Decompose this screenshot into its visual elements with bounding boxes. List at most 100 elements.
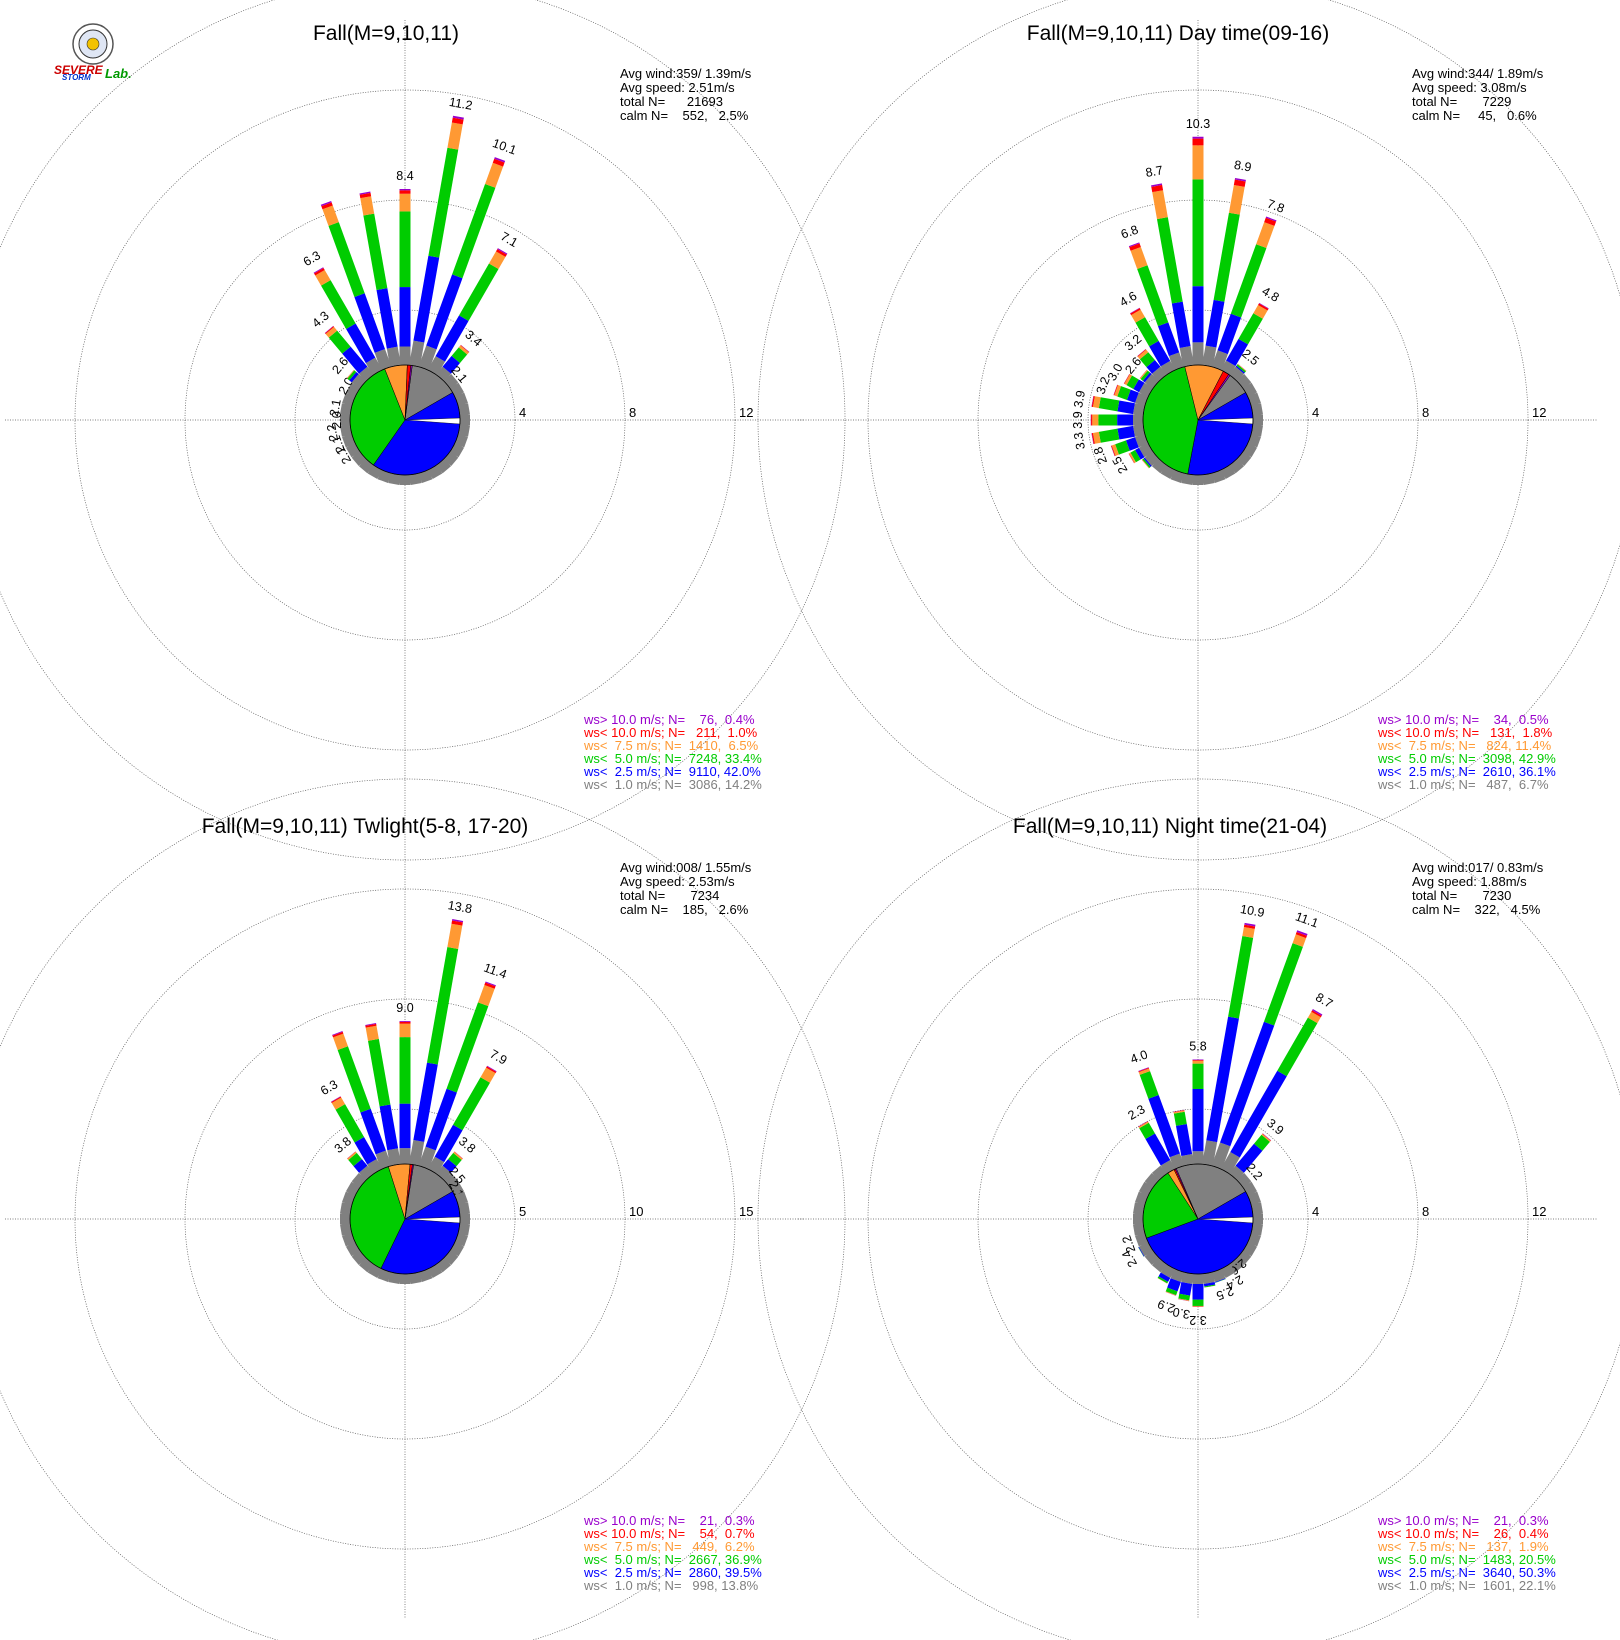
ring-label: 12: [1532, 405, 1546, 420]
bar-value-label: 13.8: [447, 898, 473, 916]
bar-direction-190: [388, 473, 401, 485]
stat-total: total N= 7229: [1412, 94, 1511, 109]
bar-segment-lt1: [375, 1150, 392, 1170]
bar-segment-lt5: [1156, 217, 1183, 304]
bar-segment-lt1: [1170, 469, 1185, 483]
bar-segment-lt5: [459, 263, 499, 321]
bar-segment-lt1: [1247, 392, 1261, 407]
bar-segment-lt5: [1165, 1287, 1178, 1296]
bar-segment-lt25: [1206, 1016, 1239, 1143]
bar-value-label: 6.3: [318, 1077, 340, 1098]
bar-segment-lt25: [1146, 360, 1161, 374]
bar-segment-lt1: [1135, 1191, 1149, 1206]
bar-segment-lt1: [1211, 469, 1226, 483]
bar-segment-lt10: [1113, 384, 1118, 396]
bar-segment-lt5: [1277, 1017, 1318, 1077]
bar-direction-170: [409, 1272, 422, 1284]
bar-segment-gt10: [1138, 1067, 1149, 1072]
bar-segment-lt75: [1137, 349, 1149, 360]
bar-segment-lt75: [447, 122, 463, 150]
bar-segment-lt75: [477, 984, 495, 1007]
bar-segment-lt75: [1192, 1305, 1204, 1307]
bar-segment-lt5: [337, 1046, 371, 1113]
bar-segment-lt1: [1211, 1268, 1226, 1282]
bar-segment-lt5: [348, 1152, 362, 1167]
bar-direction-340: [332, 1031, 392, 1170]
bar-segment-lt25: [1117, 400, 1135, 415]
bar-segment-lt5: [1173, 1111, 1187, 1126]
bar-segment-lt1: [454, 1191, 468, 1206]
bar-value-label: 2.1: [327, 398, 344, 418]
bar-segment-lt75: [1128, 452, 1136, 464]
bar-segment-lt75: [1228, 185, 1245, 215]
bar-segment-lt25: [442, 355, 461, 374]
bar-value-label: 3.4: [462, 327, 484, 349]
bar-segment-lt1: [374, 349, 392, 371]
stat-avg-wind: Avg wind:344/ 1.89m/s: [1412, 66, 1544, 81]
legend-entry-lt75: ws< 7.5 m/s; N= 449, 6.2%: [583, 1539, 755, 1554]
bar-segment-lt75: [315, 269, 331, 286]
bar-value-label: 2.1: [329, 434, 348, 455]
bar-value-label: 2.0: [330, 411, 344, 428]
bar-segment-lt10: [1192, 1060, 1204, 1061]
bar-segment-lt1: [1211, 350, 1228, 371]
bar-direction-320: 3.2: [1122, 332, 1167, 382]
bar-segment-lt5: [1213, 212, 1240, 302]
bar-segment-lt1: [388, 473, 401, 485]
bar-direction-70: [1247, 1191, 1261, 1206]
bar-segment-lt25: [1117, 425, 1135, 440]
legend-entry-lt75: ws< 7.5 m/s; N= 137, 1.9%: [1377, 1539, 1549, 1554]
bar-segment-lt75: [333, 1033, 348, 1050]
bar-segment-lt5: [1238, 313, 1263, 345]
bar-segment-lt1: [399, 475, 411, 485]
bar-segment-lt1: [342, 1232, 356, 1247]
bar-segment-lt10: [1151, 184, 1164, 193]
bar-segment-lt1: [409, 340, 425, 367]
bar-segment-lt1: [418, 469, 433, 483]
bar-segment-lt75: [480, 1067, 496, 1083]
bar-segment-lt25: [354, 1137, 377, 1165]
bar-segment-lt1: [1247, 1191, 1261, 1206]
bar-segment-gt10: [1296, 930, 1308, 936]
bar-segment-gt10: [1157, 1278, 1168, 1284]
bar-segment-gt10: [494, 157, 506, 163]
bar-segment-gt10: [332, 1031, 343, 1036]
bar-segment-lt10: [1264, 217, 1277, 226]
bar-segment-lt10: [399, 1021, 411, 1024]
panel-title: Fall(M=9,10,11) Night time(21-04): [1013, 815, 1327, 838]
bar-segment-lt5: [1098, 397, 1120, 412]
bar-segment-lt1: [1179, 346, 1194, 367]
bar-segment-lt5: [1230, 244, 1267, 318]
bar-segment-lt5: [335, 1104, 365, 1143]
bar-segment-lt10: [1165, 1291, 1176, 1296]
bar-segment-lt75: [1261, 1133, 1271, 1142]
bar-direction-290: [342, 1191, 356, 1206]
bar-segment-gt10: [454, 1151, 463, 1159]
bar-direction-80: [458, 1202, 470, 1215]
bar-segment-gt10: [359, 191, 371, 195]
bar-direction-0: 9.0: [396, 1001, 414, 1164]
bar-segment-lt75: [1092, 414, 1099, 426]
bar-segment-lt1: [1247, 1232, 1261, 1247]
bar-segment-lt1: [1135, 1232, 1149, 1247]
bar-segment-lt75: [1173, 1110, 1185, 1114]
bar-segment-gt10: [1110, 445, 1115, 457]
bar-direction-10: 10.9: [1202, 902, 1266, 1166]
bar-segment-lt10: [1139, 369, 1147, 379]
ring-label: 8: [1422, 1204, 1429, 1219]
bar-segment-lt5: [1140, 370, 1150, 381]
bar-segment-lt5: [368, 1038, 391, 1107]
bar-segment-gt10: [346, 369, 354, 379]
bar-segment-lt75: [1138, 1121, 1149, 1129]
bar-segment-gt10: [1204, 1285, 1216, 1288]
bar-segment-lt75: [399, 193, 411, 212]
bar-segment-lt1: [1192, 1274, 1204, 1284]
bar-segment-lt10: [486, 1066, 497, 1074]
bar-segment-lt1: [1253, 1213, 1263, 1225]
bar-value-label: 3.2: [1122, 332, 1144, 354]
bar-segment-gt10: [1178, 1299, 1190, 1302]
wind-rose-panel: 4 8 12 Fall(M=9,10,11) Avg wind:359/ 1.39m/s…: [0, 0, 846, 861]
bar-segment-lt75: [1139, 369, 1148, 379]
bar-segment-lt75: [1092, 431, 1101, 444]
bar-direction-190: [1181, 473, 1194, 485]
